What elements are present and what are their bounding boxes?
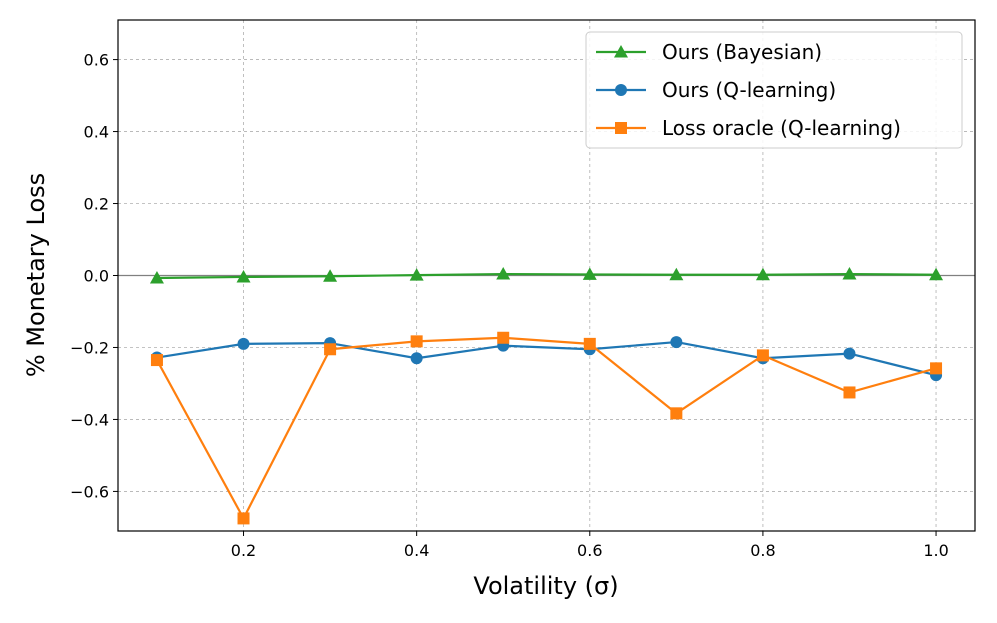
x-tick-label: 0.2 [231, 541, 256, 560]
legend-label: Ours (Q-learning) [662, 78, 836, 102]
data-point [149, 271, 164, 284]
y-tick-label: 0.2 [84, 195, 109, 214]
legend-marker [615, 122, 627, 134]
data-point [237, 512, 250, 525]
data-point [410, 335, 423, 348]
legend-marker [615, 84, 627, 96]
legend-item: Ours (Bayesian) [596, 40, 822, 64]
data-point [930, 362, 943, 375]
data-point [324, 343, 337, 356]
series-2 [150, 336, 943, 382]
data-point [237, 337, 250, 350]
x-tick-label: 1.0 [923, 541, 948, 560]
data-point [755, 267, 770, 281]
y-tick-label: 0.0 [84, 267, 109, 286]
data-point [409, 268, 424, 281]
x-ticks: 0.2 0.4 0.6 0.8 1.0 [231, 531, 949, 560]
legend: Ours (Bayesian) Ours (Q-learning) Loss ora… [585, 31, 963, 149]
series-line [155, 336, 937, 520]
y-tick-label: −0.6 [70, 482, 109, 501]
y-tick-label: −0.2 [70, 338, 109, 357]
data-point [929, 267, 944, 281]
x-tick-label: 0.8 [750, 541, 775, 560]
y-ticks: −0.6 −0.4 −0.2 0.0 0.2 0.4 0.6 [70, 51, 118, 501]
data-point [497, 331, 510, 344]
data-point [843, 347, 856, 360]
data-point [150, 354, 163, 367]
data-point [496, 267, 511, 280]
data-point [842, 267, 857, 280]
series-line [156, 272, 937, 280]
legend-marker [614, 45, 628, 58]
legend-item: Loss oracle (Q-learning) [596, 116, 901, 140]
x-axis-title: Volatility (σ) [473, 572, 618, 600]
legend-label: Ours (Bayesian) [662, 40, 822, 64]
data-point [323, 269, 338, 282]
y-tick-label: −0.4 [70, 410, 109, 429]
series-1 [149, 267, 944, 284]
series-group [149, 267, 944, 525]
data-point [670, 336, 683, 349]
data-point [583, 337, 596, 350]
data-point [756, 349, 769, 362]
data-point [669, 267, 684, 281]
data-point [670, 407, 683, 420]
y-axis-title: % Monetary Loss [22, 173, 50, 377]
legend-box [585, 31, 963, 149]
legend-label: Loss oracle (Q-learning) [662, 116, 901, 140]
data-point [843, 386, 856, 399]
data-point [582, 267, 597, 280]
y-tick-label: 0.4 [84, 123, 109, 142]
x-tick-label: 0.6 [577, 541, 602, 560]
data-point [236, 269, 251, 283]
series-line [156, 340, 937, 377]
legend-item: Ours (Q-learning) [596, 78, 836, 102]
series-3 [150, 331, 943, 525]
x-tick-label: 0.4 [404, 541, 429, 560]
y-tick-label: 0.6 [84, 51, 109, 70]
data-point [410, 352, 423, 365]
